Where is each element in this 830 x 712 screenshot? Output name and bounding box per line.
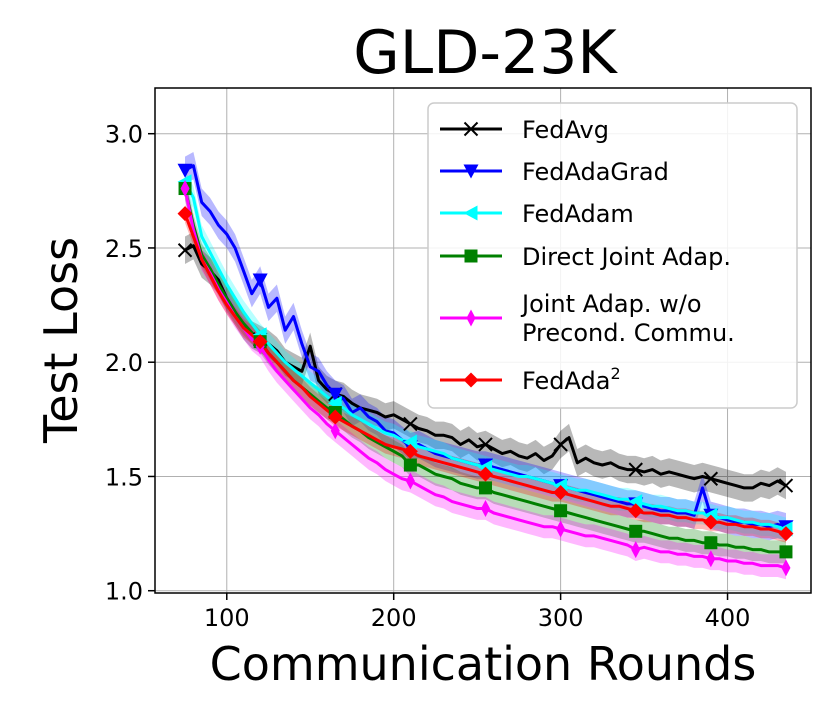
legend-marker-1 (463, 164, 479, 179)
legend-label-line1: Joint Adap. w/o (520, 290, 702, 318)
series-point-4 (631, 541, 641, 559)
legend-label: FedAda2 (522, 364, 621, 395)
series-point-3 (779, 545, 793, 559)
legend-label: FedAdam (522, 200, 634, 228)
series-point-3 (479, 481, 493, 495)
error-band-0 (185, 232, 786, 502)
series-point-5 (778, 526, 794, 542)
legend-box (427, 102, 798, 409)
legend-label: FedAvg (522, 116, 609, 144)
chart-title: GLD-23K (353, 18, 618, 88)
y-tick-label: 3.0 (105, 121, 143, 149)
x-axis-label: Communication Rounds (210, 637, 757, 691)
y-tick-label: 1.5 (105, 463, 143, 491)
series-point-5 (628, 503, 644, 519)
series-point-4 (330, 422, 340, 440)
x-tick-label: 300 (538, 604, 584, 632)
legend-label: Direct Joint Adap. (522, 243, 731, 271)
legend-marker-3 (464, 249, 478, 263)
plot-frame (154, 87, 812, 594)
series-point-0 (177, 243, 193, 258)
series-point-3 (704, 536, 718, 550)
series-point-1 (177, 163, 193, 178)
series-point-0 (403, 416, 418, 432)
series-point-5 (402, 443, 418, 459)
series-point-5 (553, 484, 569, 500)
y-axis-ticks: 1.0 1.5 2.0 2.5 3.0 (105, 121, 155, 606)
error-band-4 (185, 177, 786, 580)
series-point-0 (478, 437, 493, 452)
series-point-3 (403, 458, 417, 472)
series-point-4 (481, 499, 491, 517)
series-point-1 (252, 273, 268, 288)
series-point-2 (402, 434, 417, 450)
series-point-4 (405, 472, 415, 490)
x-tick-label: 400 (705, 604, 751, 632)
legend-marker-0 (463, 121, 479, 137)
legend-label-line2: Precond. Commu. (522, 319, 735, 347)
series-point-3 (629, 524, 643, 538)
series-point-0 (553, 437, 568, 452)
legend-marker-4 (466, 309, 476, 327)
series-markers (177, 163, 794, 577)
legend-label: FedAdaGrad (522, 158, 669, 186)
x-tick-label: 200 (371, 604, 417, 632)
y-axis-label: Test Loss (34, 237, 88, 444)
y-tick-label: 2.5 (105, 235, 143, 263)
series-point-0 (628, 462, 643, 477)
series-point-0 (703, 471, 719, 486)
series-point-5 (327, 409, 343, 425)
x-tick-label: 100 (204, 604, 250, 632)
series-point-3 (554, 504, 568, 518)
series-point-0 (778, 478, 794, 493)
series-point-2 (628, 494, 643, 510)
series-point-4 (706, 550, 716, 568)
series-point-4 (180, 180, 190, 198)
x-axis-ticks: 100 200 300 400 (204, 593, 751, 632)
legend-marker-5 (463, 372, 479, 388)
series-point-5 (703, 514, 719, 530)
series-point-4 (556, 520, 566, 538)
series-point-4 (781, 559, 791, 577)
y-tick-label: 2.0 (105, 349, 143, 377)
legend-marker-2 (463, 205, 478, 221)
series-point-5 (177, 206, 193, 222)
legend: FedAvg FedAdaGrad FedAdam Direct Joint Adap… (427, 102, 798, 409)
series-point-5 (478, 466, 494, 482)
y-tick-label: 1.0 (105, 578, 143, 606)
series-point-5 (252, 334, 268, 350)
series-point-1 (327, 387, 343, 402)
